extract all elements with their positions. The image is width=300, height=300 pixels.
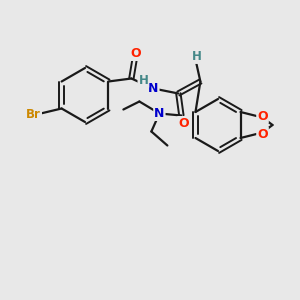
- Text: O: O: [257, 128, 268, 140]
- Text: O: O: [130, 47, 141, 60]
- Text: H: H: [138, 74, 148, 87]
- Text: O: O: [178, 117, 189, 130]
- Text: H: H: [191, 50, 201, 63]
- Text: O: O: [257, 110, 268, 122]
- Text: N: N: [154, 107, 165, 120]
- Text: Br: Br: [26, 108, 41, 121]
- Text: N: N: [148, 82, 159, 95]
